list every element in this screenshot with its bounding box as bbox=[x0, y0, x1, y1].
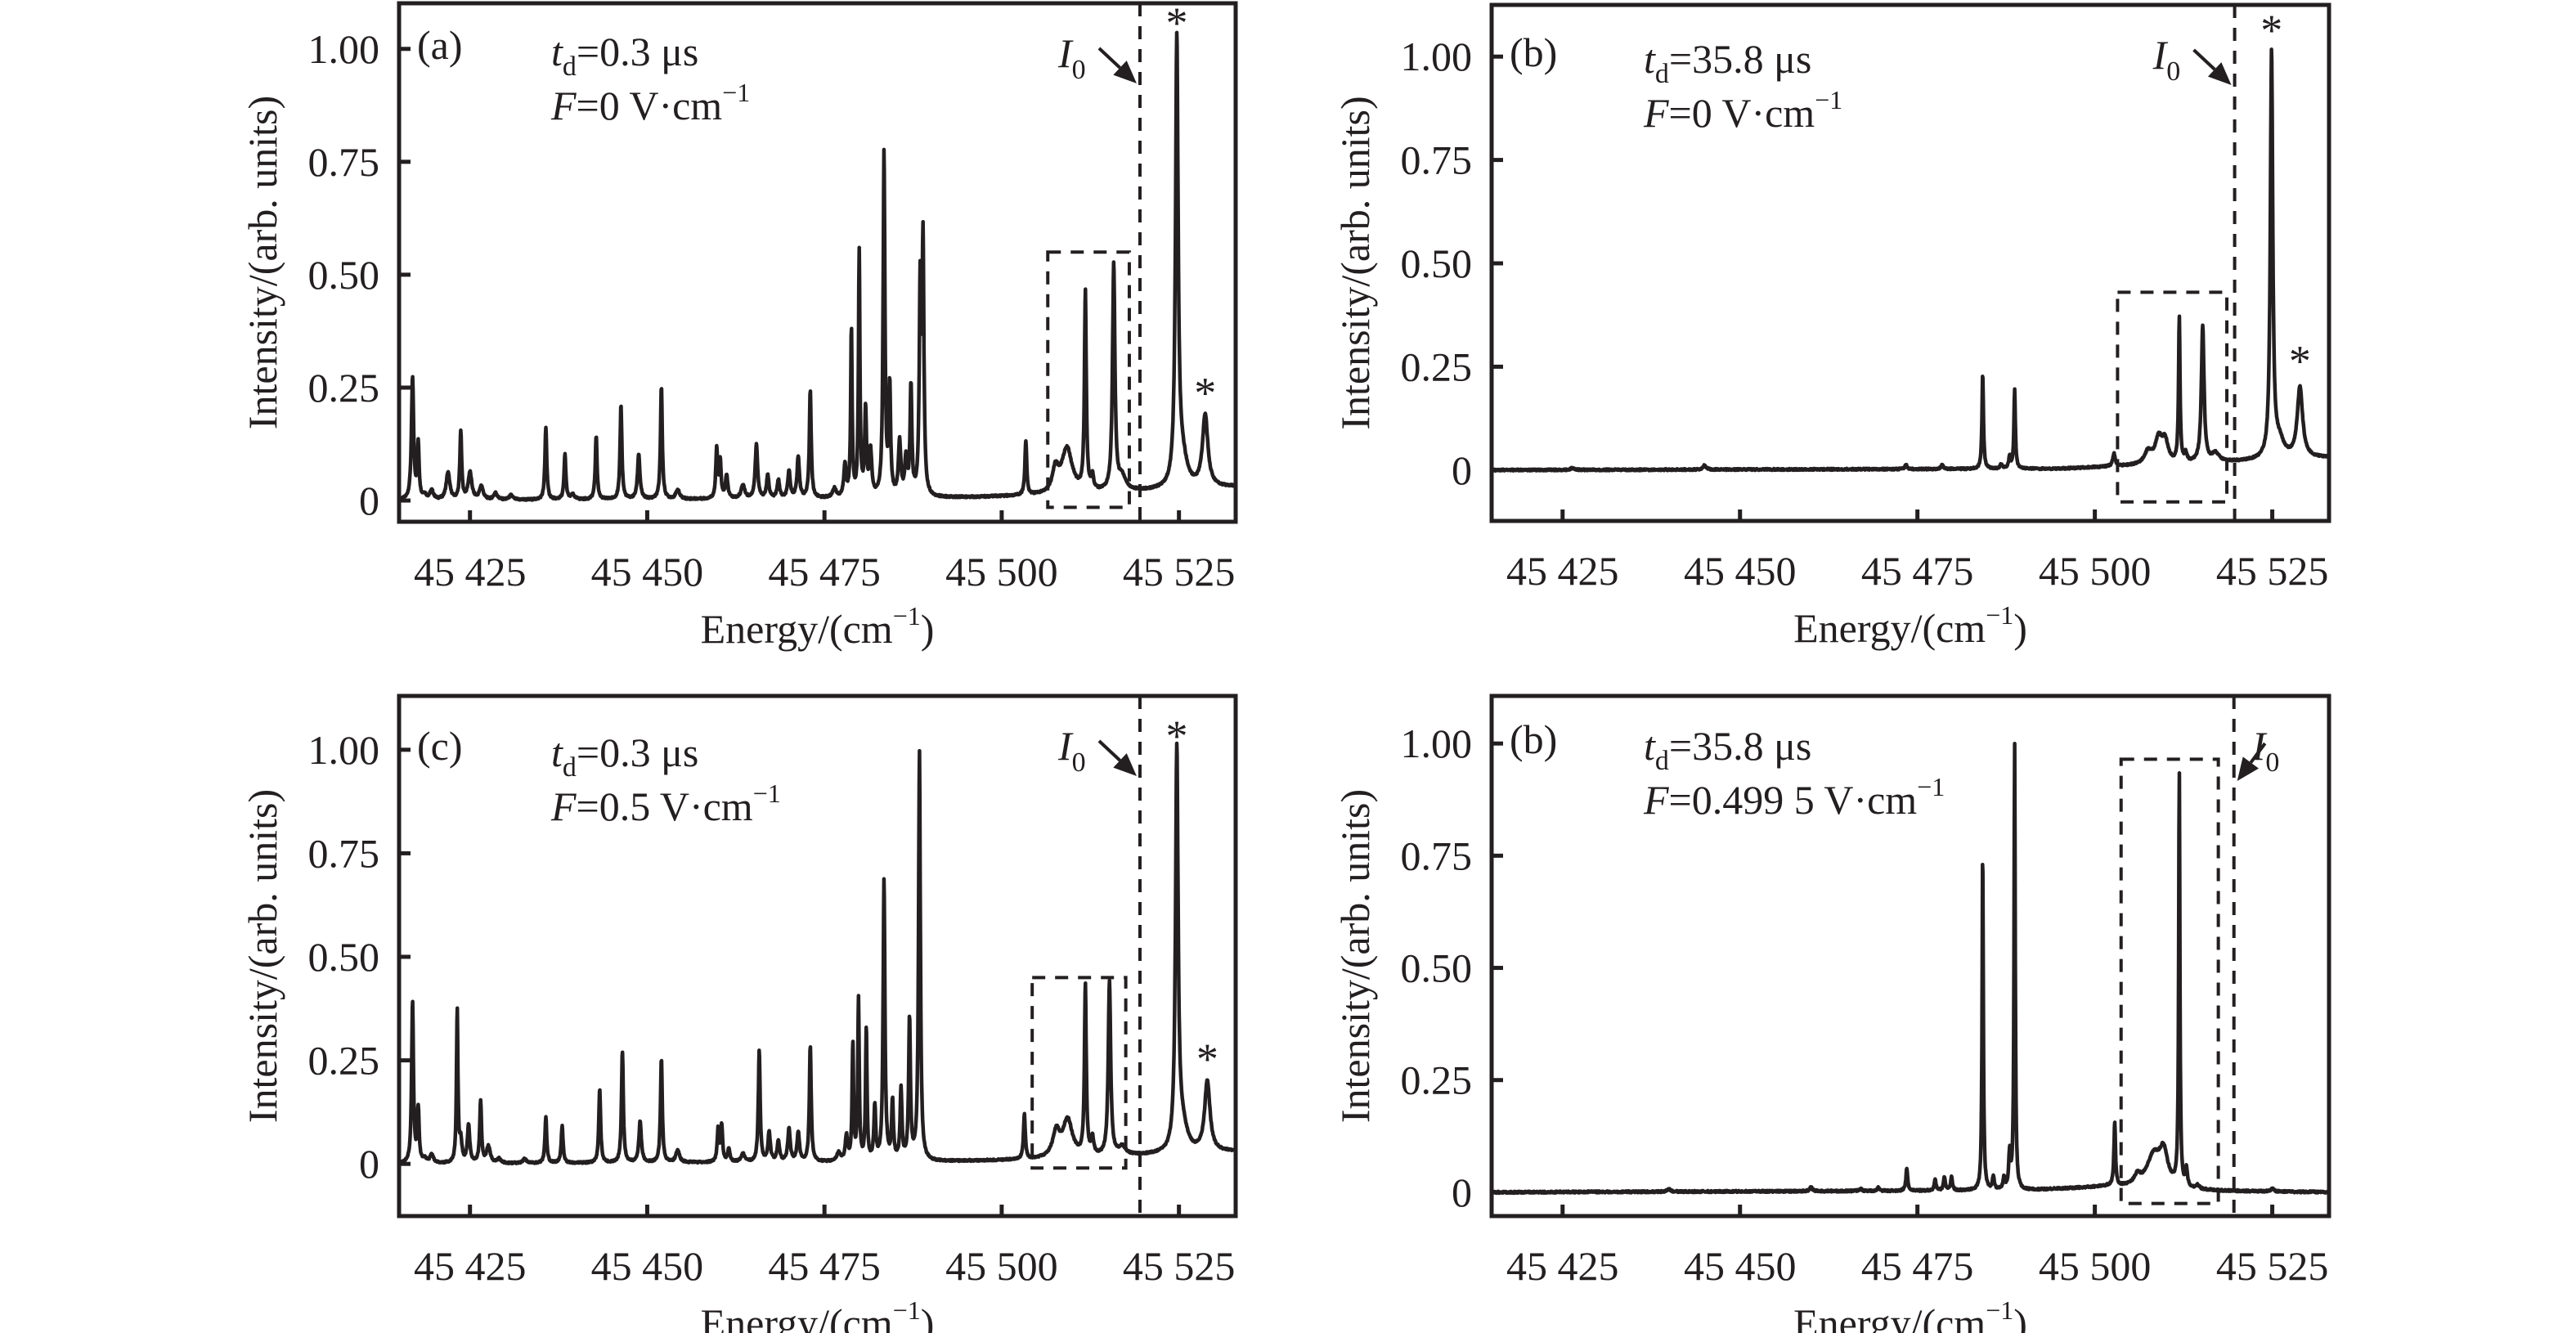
x-tick-label: 45 500 bbox=[2039, 548, 2152, 594]
arrow-shaft bbox=[1097, 739, 1121, 762]
y-tick-label: 0 bbox=[359, 478, 379, 523]
y-tick-label: 0.50 bbox=[308, 934, 380, 980]
y-tick-label: 1.00 bbox=[308, 727, 380, 773]
x-tick-label: 45 475 bbox=[1861, 548, 1974, 594]
x-tick-label: 45 500 bbox=[945, 549, 1058, 595]
field-annotation: F=0 V·cm−1 bbox=[1643, 85, 1842, 136]
arrow-shaft bbox=[2249, 742, 2267, 764]
x-axis-label: Energy/(cm−1) bbox=[701, 601, 935, 652]
highlight-box bbox=[2119, 757, 2220, 1205]
x-tick-label: 45 450 bbox=[1684, 1243, 1797, 1289]
arrow-head-icon bbox=[2207, 62, 2232, 85]
y-tick-label: 0.25 bbox=[1401, 1057, 1473, 1103]
spectrum-line bbox=[1492, 741, 2329, 1196]
i0-label: I0 bbox=[1057, 723, 1086, 778]
x-tick-label: 45 525 bbox=[2216, 548, 2329, 594]
arrow-shaft bbox=[2192, 48, 2216, 71]
i0-label: I0 bbox=[1057, 30, 1086, 85]
y-tick-label: 0 bbox=[1452, 1169, 1472, 1215]
x-tick-label: 45 450 bbox=[1684, 548, 1797, 594]
delay-time-annotation: td=0.3 μs bbox=[551, 729, 698, 783]
i0-marker: I0 bbox=[2152, 32, 2232, 87]
star-marker: * bbox=[1196, 1035, 1218, 1084]
x-tick-label: 45 525 bbox=[1123, 549, 1236, 595]
x-tick-label: 45 500 bbox=[945, 1243, 1058, 1289]
star-marker: * bbox=[1194, 369, 1216, 418]
panel-a: 0 0.25 0.50 0.75 1.00 45 425 45 450 45 475 45 50… bbox=[240, 0, 1238, 652]
i0-marker: I0 bbox=[2237, 723, 2279, 781]
y-axis-label: Intensity/(arb. units) bbox=[1332, 96, 1378, 429]
y-tick-label: 0.75 bbox=[308, 830, 380, 876]
panel-label: (c) bbox=[417, 723, 463, 769]
panel-b-bottom: 0 0.25 0.50 0.75 1.00 45 425 45 450 45 475 45 50… bbox=[1332, 693, 2331, 1333]
arrow-head-icon bbox=[1113, 753, 1137, 776]
x-tick-label: 45 475 bbox=[768, 549, 881, 595]
x-tick-label: 45 500 bbox=[2039, 1243, 2152, 1289]
star-marker: * bbox=[1166, 0, 1188, 47]
y-tick-label: 1.00 bbox=[1401, 34, 1473, 79]
arrow-head-icon bbox=[2237, 756, 2260, 781]
x-tick-label: 45 425 bbox=[1506, 1243, 1619, 1289]
plot-frame bbox=[397, 1, 1238, 524]
y-axis-label: Intensity/(arb. units) bbox=[240, 789, 285, 1123]
y-tick-label: 0 bbox=[1452, 447, 1472, 493]
y-tick-label: 0.50 bbox=[1401, 240, 1473, 286]
y-tick-label: 0.25 bbox=[308, 1038, 380, 1084]
star-marker: * bbox=[2260, 6, 2282, 55]
highlight-box bbox=[1046, 250, 1131, 509]
arrow-head-icon bbox=[1113, 61, 1137, 83]
highlight-box bbox=[2116, 290, 2229, 504]
panel-b-top: 0 0.25 0.50 0.75 1.00 45 425 45 450 45 475 45 50… bbox=[1332, 2, 2331, 651]
x-tick-label: 45 525 bbox=[1123, 1243, 1236, 1289]
x-tick-label: 45 425 bbox=[1506, 548, 1619, 594]
plot-frame bbox=[1489, 693, 2331, 1219]
panel-label: (b) bbox=[1510, 716, 1557, 762]
delay-time-annotation: td=35.8 μs bbox=[1644, 723, 1811, 776]
x-axis-label: Energy/(cm−1) bbox=[1793, 1295, 2027, 1333]
i0-marker: I0 bbox=[1057, 723, 1137, 778]
delay-time-annotation: td=35.8 μs bbox=[1644, 36, 1811, 89]
x-tick-label: 45 475 bbox=[768, 1243, 881, 1289]
spectrum-line bbox=[399, 30, 1236, 502]
x-tick-label: 45 475 bbox=[1861, 1243, 1974, 1289]
y-tick-label: 0.25 bbox=[308, 365, 380, 411]
y-tick-label: 0.50 bbox=[1401, 945, 1473, 991]
x-tick-label: 45 525 bbox=[2216, 1243, 2329, 1289]
field-annotation: F=0.499 5 V·cm−1 bbox=[1643, 772, 1945, 823]
spectrum-line bbox=[1492, 47, 2329, 474]
x-tick-label: 45 425 bbox=[414, 549, 527, 595]
y-tick-label: 1.00 bbox=[1401, 720, 1473, 766]
y-tick-label: 0 bbox=[359, 1141, 379, 1187]
field-annotation: F=0.5 V·cm−1 bbox=[550, 779, 781, 829]
plot-frame bbox=[397, 693, 1238, 1219]
delay-time-annotation: td=0.3 μs bbox=[551, 29, 698, 82]
plot-frame bbox=[1489, 2, 2331, 523]
y-tick-label: 0.75 bbox=[1401, 833, 1473, 878]
y-tick-label: 1.00 bbox=[308, 26, 380, 72]
highlight-box bbox=[1030, 976, 1128, 1170]
i0-label: I0 bbox=[2152, 32, 2181, 87]
y-tick-label: 0.50 bbox=[308, 252, 380, 298]
i0-marker: I0 bbox=[1057, 30, 1137, 85]
panel-c: 0 0.25 0.50 0.75 1.00 45 425 45 450 45 475 45 50… bbox=[240, 693, 1238, 1333]
y-axis-label: Intensity/(arb. units) bbox=[240, 96, 285, 429]
y-tick-label: 0.25 bbox=[1401, 343, 1473, 389]
arrow-shaft bbox=[1097, 47, 1121, 70]
star-marker: * bbox=[1166, 711, 1188, 761]
x-tick-label: 45 450 bbox=[591, 1243, 704, 1289]
field-annotation: F=0 V·cm−1 bbox=[550, 78, 750, 128]
y-tick-label: 0.75 bbox=[1401, 137, 1473, 183]
x-axis-label: Energy/(cm−1) bbox=[1793, 600, 2027, 651]
panel-label: (b) bbox=[1510, 29, 1557, 75]
y-tick-label: 0.75 bbox=[308, 139, 380, 185]
x-tick-label: 45 450 bbox=[591, 549, 704, 595]
x-tick-label: 45 425 bbox=[414, 1243, 527, 1289]
panel-label: (a) bbox=[417, 22, 463, 68]
x-axis-label: Energy/(cm−1) bbox=[701, 1295, 935, 1333]
star-marker: * bbox=[2289, 337, 2311, 386]
y-axis-label: Intensity/(arb. units) bbox=[1332, 789, 1378, 1123]
spectrum-line bbox=[399, 741, 1236, 1166]
